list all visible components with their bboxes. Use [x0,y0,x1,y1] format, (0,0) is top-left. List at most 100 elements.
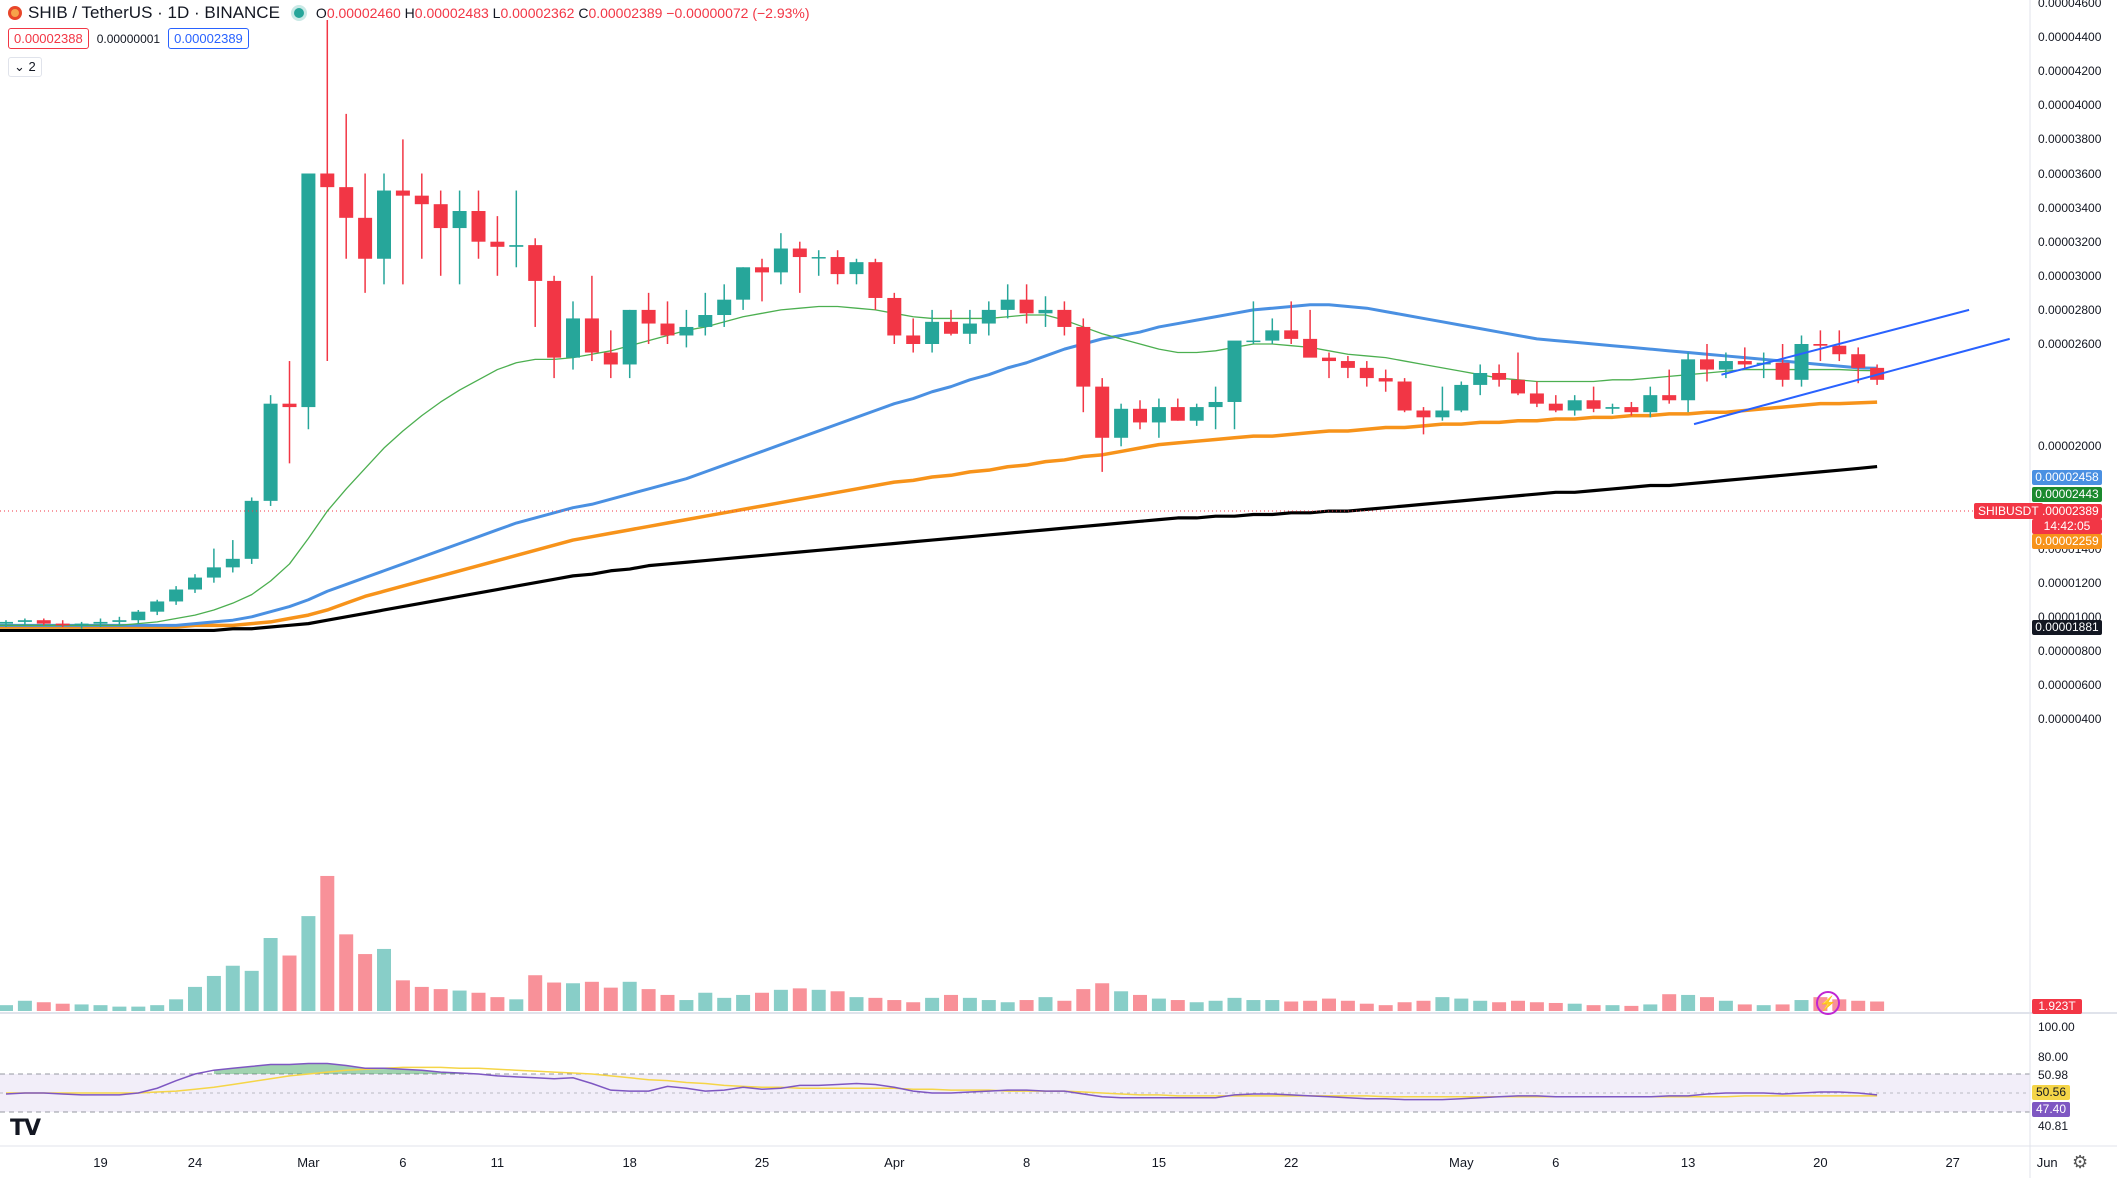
sell-price-button[interactable]: 0.00002388 [8,28,89,49]
volume-bar [339,934,354,1011]
time-axis-label: 24 [187,1155,203,1170]
ohlc-values: O0.00002460 H0.00002483 L0.00002362 C0.0… [315,5,810,21]
high-value: 0.00002483 [414,5,489,21]
time-axis-label: 19 [93,1155,108,1170]
ma100-price-tag: 0.00002259 [2032,534,2102,549]
candle-body [1454,384,1469,411]
candle-body [1151,407,1166,423]
open-value: 0.00002460 [326,5,401,21]
candle-body [131,611,146,621]
volume-bar [1284,1001,1299,1011]
rsi-tag: 47.40 [2032,1102,2070,1117]
volume-bar [1511,1000,1525,1011]
volume-bar [1529,1002,1544,1011]
buy-price-button[interactable]: 0.00002389 [168,28,249,49]
volume-bar [1794,1000,1809,1011]
volume-bar [1397,1002,1412,1011]
volume-bar [1756,1005,1771,1011]
candle-body [1303,338,1318,358]
candle-body [679,326,694,336]
volume-bar [1624,1005,1639,1011]
volume-bar [1265,1000,1280,1011]
volume-bar [471,992,486,1011]
gear-icon[interactable]: ⚙ [2072,1152,2089,1172]
candle-body [1359,367,1374,379]
price-scale-label: 0.00004400 [2038,30,2102,45]
rsi-line [5,1062,1878,1101]
candlesticks [0,20,1885,629]
candle-body [698,315,713,327]
price-scale-label: 0.00000600 [2038,678,2102,692]
candle-body [377,190,391,259]
time-axis-label: May [1449,1155,1474,1170]
candle-body [1737,361,1752,365]
price-scale-label: 0.00002600 [2038,337,2102,351]
volume-bar [679,1000,694,1011]
volume-bar [1548,1002,1563,1011]
candle-body [320,173,335,188]
candle-body [641,309,656,324]
candle-body [1416,410,1431,418]
time-axis-label: 6 [399,1155,407,1170]
candle-body [1246,340,1261,343]
candle-body [830,257,845,275]
volume-bar [868,997,883,1011]
volume-bar [1057,1000,1072,1011]
candle-body [0,621,13,624]
indicators-collapse-button[interactable]: ⌄ 2 [8,57,42,77]
symbol-name[interactable]: SHIB / TetherUS · 1D · BINANCE [8,3,280,23]
candle-body [55,623,70,626]
candle-body [414,195,429,205]
candle-body [1208,401,1223,408]
last-price-tag: 0.00002389 [2032,504,2102,519]
candle-body [1397,381,1412,411]
volume-bar [736,994,751,1011]
volume-bar [282,955,297,1011]
volume-bar [1133,994,1147,1011]
volume-bar [755,992,769,1011]
market-status-icon[interactable] [293,8,304,18]
volume-bar [981,1000,996,1011]
volume-bar [395,980,410,1011]
volume-bar [112,1006,127,1011]
price-scale-label: 0.00001200 [2038,575,2102,590]
volume-bar [811,989,826,1011]
time-axis-label: Apr [884,1155,905,1170]
candle-body [1095,386,1110,438]
volume-bar [1643,1004,1658,1011]
volume-bar [887,1000,902,1011]
candle-body [755,267,769,273]
rsi-ma-tag: 50.56 [2032,1085,2070,1100]
tradingview-logo[interactable]: TV [10,1116,41,1141]
volume-bar [1114,991,1129,1011]
candle-body [1832,345,1847,355]
candle-body [1378,378,1393,382]
candle-body [1435,410,1450,418]
price-scale-label: 0.00003000 [2038,268,2102,283]
time-axis-label: 18 [622,1155,637,1170]
candle-body [490,241,505,247]
candle-body [622,309,637,365]
volume-bar [717,997,732,1011]
candle-body [1718,361,1733,370]
channel-lines [1693,308,2010,426]
candle-body [584,318,599,353]
candle-body [1340,361,1355,368]
candle-body [452,211,467,229]
volume-bar [773,989,788,1011]
volume-bar [641,989,656,1011]
candle-body [1038,309,1053,314]
volume-bar [1662,994,1677,1011]
candle-body [1794,344,1809,380]
lightning-icon[interactable]: ⚡ [1816,991,1840,1015]
candle-body [981,309,996,324]
candle-body [1492,372,1507,380]
volume-bar [906,1002,921,1011]
candle-body [660,323,675,336]
spread-value: 0.00000001 [96,31,161,46]
trade-buttons: 0.00002388 0.00000001 0.00002389 [8,28,249,49]
candle-body [169,589,184,602]
volume-bar [377,948,391,1011]
